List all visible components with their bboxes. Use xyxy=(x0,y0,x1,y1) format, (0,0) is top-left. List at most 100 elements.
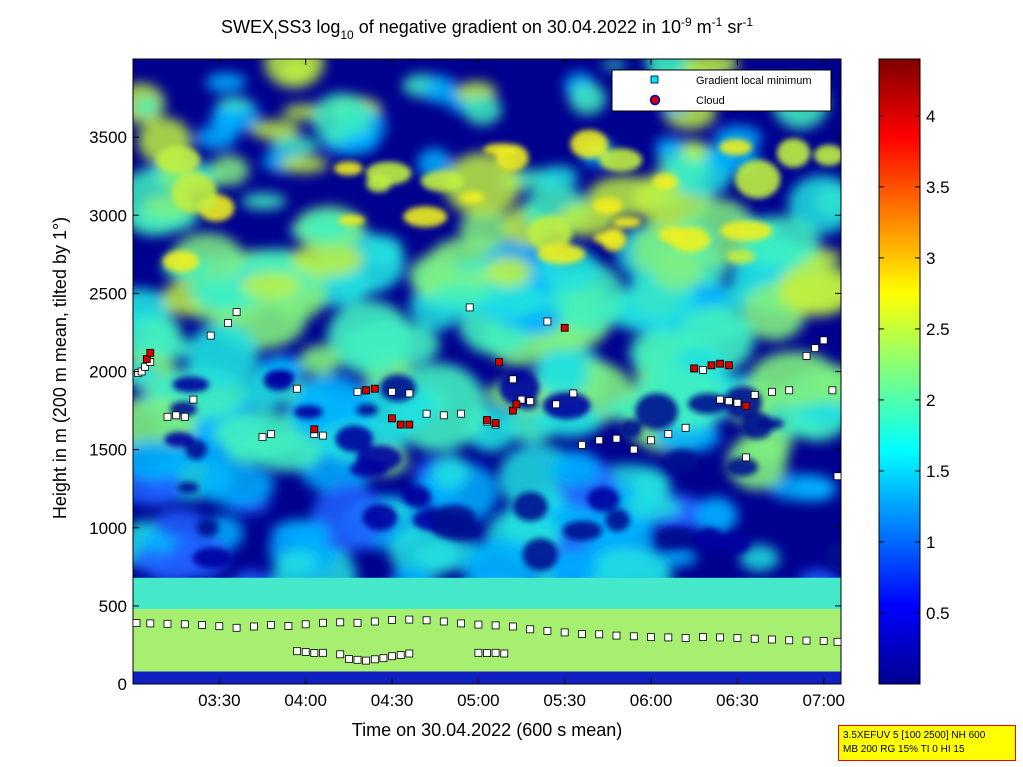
heat-cell xyxy=(279,155,329,174)
minimum-marker xyxy=(172,411,181,420)
minimum-marker xyxy=(517,395,526,404)
minimum-marker xyxy=(388,387,396,396)
minimum-marker xyxy=(474,620,483,629)
heat-cell xyxy=(460,191,485,204)
colorbar-ticks: 0.5 1 1.5 2 2.5 3 3.5 4 xyxy=(879,107,950,623)
minimum-marker xyxy=(750,634,759,643)
minimum-marker xyxy=(526,625,535,634)
minimum-marker xyxy=(267,621,276,629)
minimum-marker xyxy=(198,621,207,629)
heat-cell xyxy=(654,420,721,453)
heat-cell xyxy=(720,220,773,241)
heat-cell xyxy=(240,271,302,298)
cloud-marker xyxy=(483,415,491,424)
heat-cell xyxy=(651,248,704,291)
y-tick-label: 1500 xyxy=(89,441,127,460)
heat-cell xyxy=(344,133,373,150)
legend-marker-minimum xyxy=(650,75,659,84)
heat-cell xyxy=(356,403,378,416)
minimum-marker xyxy=(258,433,267,442)
minimum-marker xyxy=(422,616,431,625)
minimum-marker xyxy=(699,633,707,641)
heat-cell xyxy=(172,376,210,393)
heat-cell xyxy=(379,374,417,402)
minimum-marker xyxy=(405,615,414,624)
minimum-marker xyxy=(508,622,517,631)
cloud-marker xyxy=(724,361,733,370)
heat-cell xyxy=(350,460,389,478)
minimum-marker xyxy=(224,319,232,328)
heat-cell xyxy=(655,137,684,157)
minimum-marker xyxy=(232,308,241,317)
minimum-marker xyxy=(362,656,371,665)
settings-info-box: 3.5XEFUV 5 [100 2500] NH 600 MB 200 RG 1… xyxy=(838,725,1016,761)
heat-cell xyxy=(631,470,671,505)
minimum-marker xyxy=(681,634,690,642)
x-axis-ticks: 03:30 04:00 04:30 05:00 05:30 06:00 06:30 07:00 xyxy=(198,59,845,710)
minimum-marker xyxy=(612,631,621,640)
cloud-marker xyxy=(405,420,414,429)
heat-cell xyxy=(250,119,301,141)
heat-cell xyxy=(216,97,253,112)
y-axis-label: Height in m (200 m mean, tilted by 1°) xyxy=(50,217,70,519)
cloud-marker xyxy=(396,420,405,429)
legend-marker-cloud xyxy=(649,94,661,106)
minimum-marker xyxy=(833,472,841,481)
minimum-marker xyxy=(319,431,327,440)
heat-cell xyxy=(432,282,492,305)
heat-cell xyxy=(653,173,678,190)
heat-cell xyxy=(776,138,811,168)
legend-label-cloud: Cloud xyxy=(696,95,725,107)
heat-cell xyxy=(266,369,295,384)
colorbar-tick-label: 1 xyxy=(926,533,935,552)
heat-cell xyxy=(133,545,179,575)
y-tick-label: 1000 xyxy=(89,519,127,538)
heat-cell xyxy=(605,509,630,532)
heat-cell xyxy=(463,95,502,125)
colorbar-tick-label: 3 xyxy=(926,249,935,268)
heat-cell xyxy=(740,544,780,572)
minimum-marker xyxy=(405,389,414,398)
heat-cell xyxy=(186,323,259,388)
minimum-marker xyxy=(629,632,638,641)
heat-cell xyxy=(459,208,514,249)
minimum-marker xyxy=(612,434,621,443)
minimum-marker xyxy=(560,628,569,637)
heatmap-area xyxy=(133,59,841,684)
chart-title: SWEXISS3 log10 of negative gradient on 3… xyxy=(221,15,753,42)
heat-cell xyxy=(527,215,573,252)
y-axis-ticks: 0 500 1000 1500 2000 2500 3000 3500 xyxy=(89,128,841,694)
minimum-marker xyxy=(133,619,141,627)
heat-cell xyxy=(514,288,554,313)
heat-cell xyxy=(164,431,195,448)
minimum-marker xyxy=(422,409,431,418)
data-markers xyxy=(133,303,841,665)
heat-cell xyxy=(682,140,707,161)
minimum-marker xyxy=(552,400,560,409)
cloud-marker xyxy=(370,384,379,393)
minimum-marker xyxy=(811,344,819,353)
heat-cell xyxy=(293,405,323,419)
heat-cell xyxy=(431,454,470,489)
heat-cell xyxy=(335,425,374,453)
heat-cell xyxy=(548,550,599,586)
x-tick-label: 06:30 xyxy=(716,691,759,710)
minimum-marker xyxy=(388,652,396,661)
x-tick-label: 03:30 xyxy=(198,691,241,710)
minimum-marker xyxy=(319,618,327,627)
heat-cell xyxy=(534,349,589,397)
cloud-marker xyxy=(495,358,504,367)
minimum-marker xyxy=(543,627,552,635)
x-tick-label: 06:00 xyxy=(630,691,673,710)
heat-cell xyxy=(241,192,287,210)
heat-cell xyxy=(562,520,603,541)
minimum-marker xyxy=(733,398,742,407)
minimum-marker xyxy=(457,619,466,628)
heat-cell xyxy=(635,393,678,430)
heat-cell xyxy=(177,482,199,494)
heat-cell xyxy=(624,496,682,520)
heat-cell xyxy=(276,551,318,575)
minimum-marker xyxy=(310,649,319,657)
minimum-marker xyxy=(750,390,759,399)
